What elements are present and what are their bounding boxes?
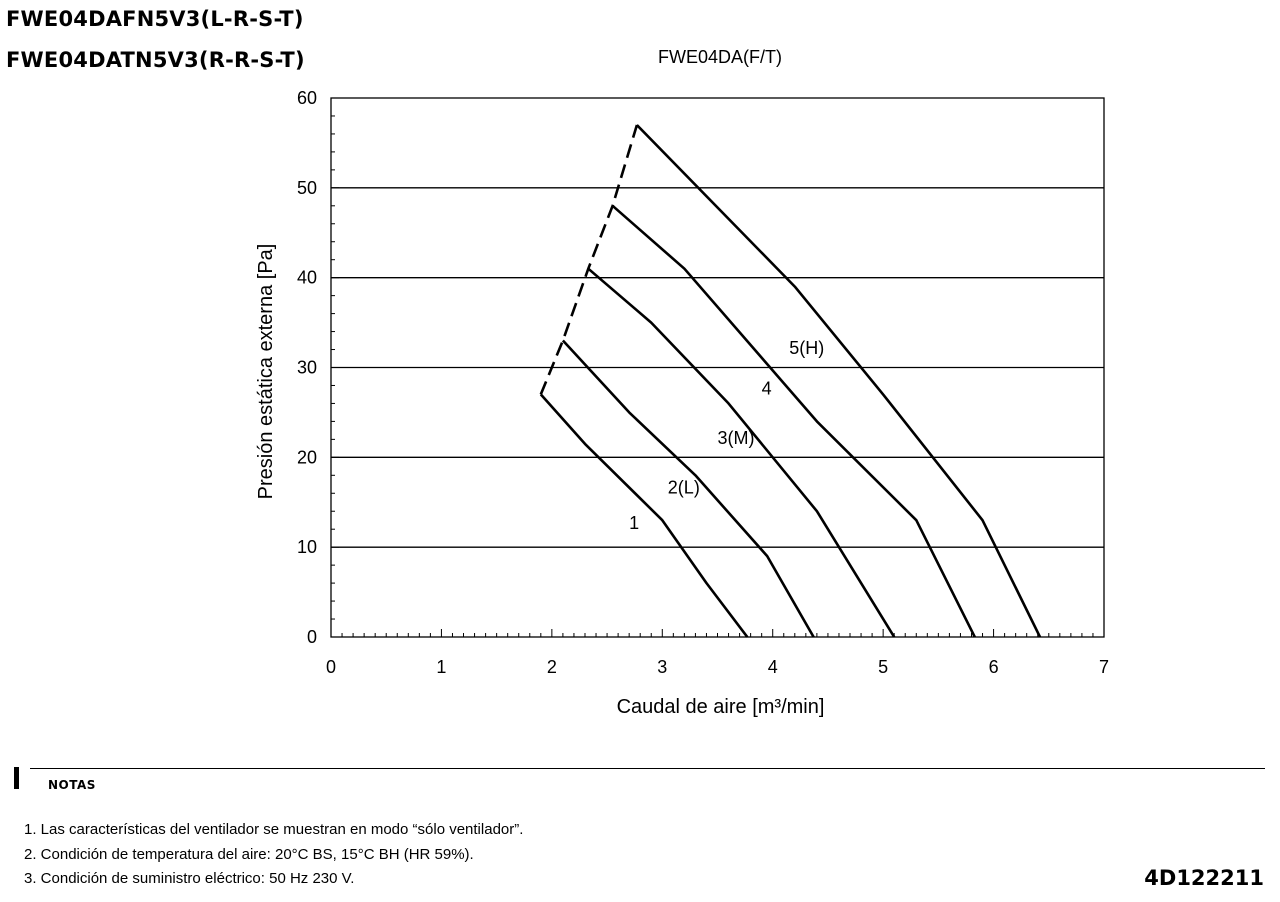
- series-line-2l: [561, 339, 815, 638]
- y-tick-label: 10: [297, 537, 317, 557]
- x-tick-label: 3: [657, 657, 667, 677]
- model-code-1: FWE04DAFN5V3(L-R-S-T): [6, 7, 304, 31]
- x-tick-label: 7: [1099, 657, 1109, 677]
- series-line-5h: [635, 124, 1042, 638]
- notes-title: NOTAS: [48, 778, 96, 792]
- x-tick-label: 0: [326, 657, 336, 677]
- grid-lines: [331, 187, 1104, 548]
- chart-labels: 0 1 2 3 4 5 6 7 0 10 20 30 40 50 60 FWE04DA(F/T) Caudal …: [255, 47, 1109, 718]
- x-tick-label: 2: [547, 657, 557, 677]
- y-tick-label: 50: [297, 178, 317, 198]
- chart-title: FWE04DA(F/T): [658, 47, 782, 67]
- series-annotation: 4: [762, 378, 772, 398]
- x-tick-label: 4: [768, 657, 778, 677]
- series-line-4: [611, 204, 976, 638]
- limit-line-dashed: [539, 124, 639, 395]
- fan-performance-chart: 0 1 2 3 4 5 6 7 0 10 20 30 40 50 60 FWE04DA(F/T) Caudal …: [255, 47, 1109, 718]
- notes-list: 1. Las características del ventilador se…: [24, 818, 523, 892]
- series-annotation: 1: [629, 513, 639, 533]
- y-tick-label: 0: [307, 627, 317, 647]
- series-line-1: [539, 393, 749, 638]
- x-tick-label: 6: [989, 657, 999, 677]
- x-axis-label: Caudal de aire [m³/min]: [617, 696, 825, 718]
- axes: [330, 97, 1105, 638]
- y-tick-label: 40: [297, 268, 317, 288]
- series-annotation: 3(M): [718, 428, 755, 448]
- model-code-2: FWE04DATN5V3(R-R-S-T): [6, 48, 305, 72]
- y-tick-label: 30: [297, 358, 317, 378]
- y-tick-label: 20: [297, 447, 317, 467]
- note-item: 2. Condición de temperatura del aire: 20…: [24, 845, 474, 863]
- series-annotation: 2(L): [668, 477, 700, 497]
- note-item: 1. Las características del ventilador se…: [24, 821, 524, 838]
- series-lines: [539, 124, 1042, 638]
- notes-divider: [30, 768, 1265, 769]
- series-line-3m: [587, 267, 896, 638]
- y-axis-label: Presión estática externa [Pa]: [255, 244, 277, 500]
- x-tick-label: 5: [878, 657, 888, 677]
- note-item: 3. Condición de suministro eléctrico: 50…: [24, 870, 355, 887]
- notes-marker: [14, 767, 19, 789]
- y-tick-label: 60: [297, 88, 317, 108]
- reference-code: 4D122211: [1144, 866, 1264, 890]
- x-tick-label: 1: [436, 657, 446, 677]
- series-annotation: 5(H): [789, 338, 824, 358]
